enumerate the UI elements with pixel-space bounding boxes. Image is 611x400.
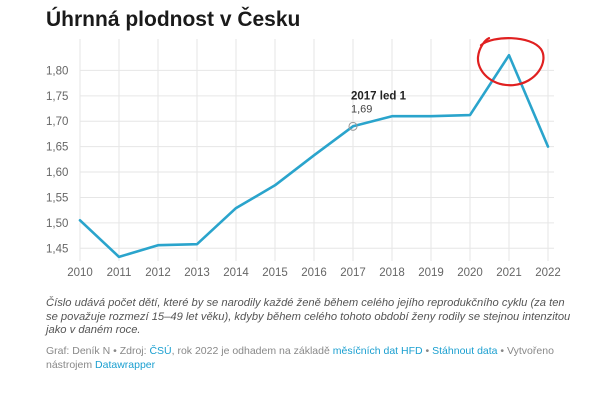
y-axis-ticks: 1,45 1,50 1,55 1,60 1,65 1,70 1,75 1,80 (46, 65, 68, 255)
x-tick-label: 2015 (262, 267, 288, 279)
tooltip-title: 2017 led 1 (351, 90, 407, 102)
data-point (429, 114, 433, 118)
data-point (390, 114, 394, 118)
y-tick-label: 1,60 (46, 167, 68, 179)
x-tick-label: 2017 (340, 267, 366, 279)
source-prefix: Graf: Deník N • Zdroj: (46, 345, 150, 357)
x-tick-label: 2012 (145, 267, 171, 279)
hover-tooltip: 2017 led 1 1,69 (348, 90, 407, 131)
data-point (273, 183, 277, 187)
x-tick-label: 2010 (67, 267, 93, 279)
data-point (468, 113, 472, 117)
grid-lines (79, 39, 554, 261)
y-tick-label: 1,80 (46, 65, 68, 77)
y-tick-label: 1,65 (46, 142, 68, 154)
x-tick-label: 2020 (457, 267, 483, 279)
y-tick-label: 1,70 (46, 116, 68, 128)
source-separator: • (422, 345, 433, 357)
y-tick-label: 1,55 (46, 192, 68, 204)
link-download-data[interactable]: Stáhnout data (432, 345, 498, 357)
x-axis-ticks: 2010 2011 2012 2013 2014 2015 2016 2017 2018 2019… (67, 267, 561, 279)
source-suffix: • Vytvořeno nástrojem (46, 345, 554, 371)
chart-note: Číslo udává počet dětí, které by se naro… (46, 297, 571, 336)
source-middle: , rok 2022 je odhadem na základě (171, 345, 333, 357)
x-tick-label: 2014 (223, 267, 249, 279)
x-tick-label: 2013 (184, 267, 210, 279)
data-point (156, 243, 160, 247)
x-tick-label: 2022 (535, 267, 561, 279)
x-tick-label: 2019 (418, 267, 444, 279)
annotation-red-circle (476, 37, 545, 87)
y-tick-label: 1,50 (46, 218, 68, 230)
tooltip-value: 1,69 (351, 103, 372, 115)
x-tick-label: 2021 (496, 267, 522, 279)
link-hfd-data[interactable]: měsíčních dat HFD (332, 345, 423, 357)
data-point (546, 145, 550, 149)
x-tick-label: 2018 (379, 267, 405, 279)
y-tick-label: 1,45 (46, 243, 68, 255)
x-tick-label: 2016 (301, 267, 327, 279)
line-chart: 1,451,501,551,601,651,701,751,80 2010 201… (46, 37, 561, 279)
chart-source: Graf: Deník N • Zdroj: ČSÚ, rok 2022 je … (46, 345, 586, 372)
data-point (78, 218, 82, 222)
y-tick-label: 1,75 (46, 91, 68, 103)
data-point (234, 206, 238, 210)
x-tick-label: 2011 (107, 267, 132, 279)
series-line (78, 53, 550, 259)
data-point (507, 53, 511, 57)
data-point (117, 255, 121, 259)
link-csu[interactable]: ČSÚ (149, 345, 172, 357)
link-datawrapper[interactable]: Datawrapper (95, 358, 156, 371)
tooltip-marker (348, 121, 358, 131)
data-point (195, 242, 199, 246)
data-point (312, 153, 316, 157)
data-point (351, 124, 355, 128)
chart-title: Úhrnná plodnost v Česku (46, 8, 301, 31)
